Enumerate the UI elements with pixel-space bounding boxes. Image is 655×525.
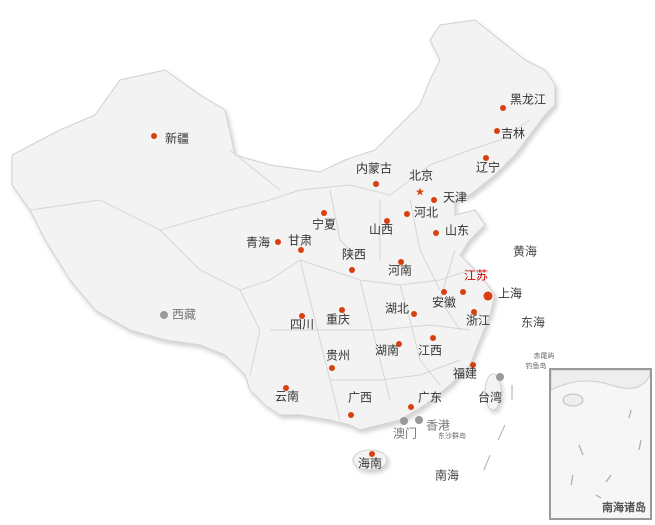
province-marker[interactable] <box>275 239 281 245</box>
province-label[interactable]: 四川 <box>289 317 315 332</box>
province-marker[interactable] <box>299 313 305 319</box>
province-label[interactable]: 陕西 <box>341 247 367 262</box>
taiwan-shape <box>484 373 502 411</box>
province-label[interactable]: 河北 <box>413 205 439 220</box>
province-label[interactable]: 重庆 <box>325 312 351 327</box>
province-marker[interactable] <box>404 211 410 217</box>
province-label[interactable]: 山东 <box>444 223 470 238</box>
province-marker[interactable] <box>349 267 355 273</box>
inset-label: 南海诸岛 <box>602 501 646 514</box>
province-marker[interactable] <box>348 412 354 418</box>
south-china-sea-islands-inset: 南海诸岛 <box>549 368 652 520</box>
province-label[interactable]: 新疆 <box>164 131 190 146</box>
province-marker[interactable] <box>321 210 327 216</box>
inset-map <box>551 370 650 499</box>
province-marker[interactable] <box>431 197 437 203</box>
province-marker[interactable] <box>373 181 379 187</box>
province-marker[interactable] <box>441 289 447 295</box>
maritime-dashes <box>483 385 513 471</box>
province-label[interactable]: 广西 <box>347 390 373 405</box>
province-label[interactable]: 内蒙古 <box>355 161 393 176</box>
province-marker[interactable] <box>283 385 289 391</box>
province-label[interactable]: 上海 <box>497 286 523 301</box>
province-marker[interactable] <box>369 451 375 457</box>
province-marker[interactable] <box>500 105 506 111</box>
province-label[interactable]: 贵州 <box>325 348 351 363</box>
province-label[interactable]: 宁夏 <box>311 217 337 232</box>
province-marker[interactable] <box>411 311 417 317</box>
province-marker[interactable] <box>160 311 168 319</box>
province-label[interactable]: 海南 <box>357 456 383 471</box>
province-marker[interactable] <box>415 416 423 424</box>
island-label: 东沙群岛 <box>438 432 466 440</box>
province-label[interactable]: 广东 <box>417 390 443 405</box>
province-marker[interactable] <box>408 404 414 410</box>
island-label: 赤尾屿 <box>533 352 555 360</box>
province-label[interactable]: 河南 <box>387 263 413 278</box>
province-marker[interactable] <box>151 133 157 139</box>
province-marker[interactable] <box>471 309 477 315</box>
province-label[interactable]: 山西 <box>368 222 394 237</box>
province-marker[interactable] <box>483 291 493 301</box>
hainan-shape <box>352 449 388 471</box>
sea-label: 黄海 <box>512 244 538 259</box>
province-marker[interactable] <box>396 341 402 347</box>
province-label[interactable]: 天津 <box>442 190 468 205</box>
province-label[interactable]: 青海 <box>245 235 271 250</box>
province-marker[interactable] <box>433 230 439 236</box>
province-marker[interactable] <box>398 259 404 265</box>
province-label[interactable]: 安徽 <box>431 295 457 310</box>
province-marker[interactable] <box>460 289 466 295</box>
province-borders <box>29 119 531 421</box>
province-label[interactable]: 江西 <box>417 343 443 358</box>
province-label[interactable]: 福建 <box>452 366 478 381</box>
province-label[interactable]: 黑龙江 <box>509 92 547 107</box>
province-label[interactable]: 澳门 <box>392 426 418 441</box>
province-marker[interactable] <box>496 373 504 381</box>
province-label[interactable]: 吉林 <box>500 126 526 141</box>
province-label[interactable]: 北京 <box>408 168 434 183</box>
province-marker[interactable] <box>470 362 476 368</box>
province-label[interactable]: 香港 <box>425 418 451 433</box>
star-icon[interactable]: ★ <box>415 185 425 199</box>
province-marker[interactable] <box>298 247 304 253</box>
province-marker[interactable] <box>384 218 390 224</box>
province-label[interactable]: 湖北 <box>384 301 410 316</box>
province-marker[interactable] <box>329 365 335 371</box>
sea-label: 南海 <box>434 468 460 483</box>
province-marker[interactable] <box>494 128 500 134</box>
province-label[interactable]: 辽宁 <box>475 160 501 175</box>
province-label[interactable]: 西藏 <box>171 307 197 322</box>
province-label[interactable]: 江苏 <box>463 268 489 283</box>
province-label[interactable]: 湖南 <box>374 343 400 358</box>
province-label[interactable]: 浙江 <box>465 313 491 328</box>
province-marker[interactable] <box>430 335 436 341</box>
province-marker[interactable] <box>400 417 408 425</box>
mainland-shape <box>11 19 556 431</box>
province-marker[interactable] <box>339 307 345 313</box>
province-label[interactable]: 云南 <box>274 389 300 404</box>
sea-label: 东海 <box>520 315 546 330</box>
province-label[interactable]: 台湾 <box>477 390 503 405</box>
province-marker[interactable] <box>483 155 489 161</box>
island-label: 钓鱼岛 <box>525 362 547 370</box>
province-label[interactable]: 甘肃 <box>287 233 313 248</box>
